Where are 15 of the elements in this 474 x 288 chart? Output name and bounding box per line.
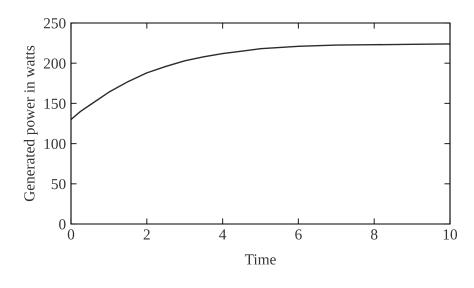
y-tick-label: 250 bbox=[44, 18, 66, 28]
x-tick-label: 6 bbox=[295, 229, 302, 240]
x-tick-label: 0 bbox=[68, 229, 74, 240]
y-axis-title: Generated power in watts bbox=[24, 46, 38, 202]
y-tick-label: 100 bbox=[44, 138, 66, 150]
y-tick-label: 150 bbox=[44, 98, 66, 109]
y-tick-label: 200 bbox=[44, 58, 66, 69]
x-axis-title: Time bbox=[244, 254, 276, 265]
y-tick-label: 50 bbox=[52, 178, 66, 190]
line-series bbox=[71, 43, 450, 120]
x-tick-label: 10 bbox=[444, 229, 458, 240]
x-tick-label: 2 bbox=[144, 229, 150, 240]
x-tick-label: 8 bbox=[370, 229, 378, 240]
x-tick-label: 4 bbox=[219, 229, 226, 240]
y-tick-label: 0 bbox=[59, 219, 66, 230]
